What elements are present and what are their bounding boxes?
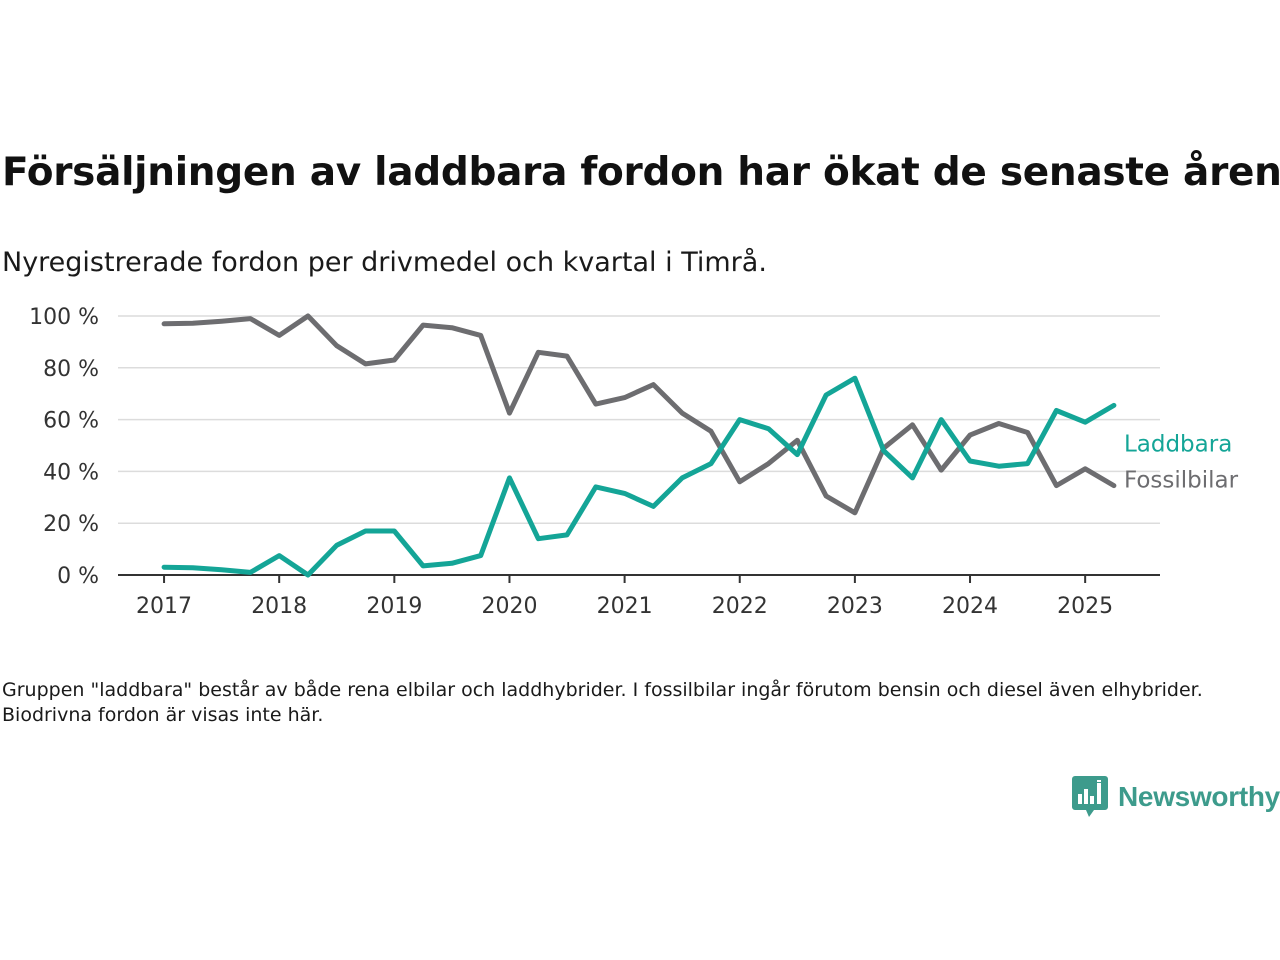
series-labels: Fossilbilar Laddbara xyxy=(1124,431,1239,493)
y-tick-label: 60 % xyxy=(43,409,99,434)
chart-title: Försäljningen av laddbara fordon har öka… xyxy=(2,150,1280,195)
grid-lines xyxy=(118,315,1160,524)
x-tick-label: 2021 xyxy=(597,594,653,619)
x-tick-label: 2018 xyxy=(251,594,307,619)
y-tick-label: 0 % xyxy=(57,564,99,589)
newsworthy-bar-chart-icon xyxy=(1072,776,1108,817)
x-tick-label: 2017 xyxy=(136,594,192,619)
x-tick-label: 2022 xyxy=(712,594,768,619)
x-axis: 2017 2018 2019 2020 2021 2022 2023 2024 2025 xyxy=(118,574,1160,619)
x-tick-label: 2025 xyxy=(1057,594,1113,619)
series-line-laddbara xyxy=(161,375,1117,578)
chart-subtitle: Nyregistrerade fordon per drivmedel och … xyxy=(2,247,767,278)
chart-footnote: Gruppen "laddbara" består av både rena e… xyxy=(2,679,1203,726)
x-tick-label: 2023 xyxy=(827,594,883,619)
x-tick-label: 2024 xyxy=(942,594,998,619)
newsworthy-logo-text: Newsworthy xyxy=(1118,781,1280,812)
series-line-fossilbilar xyxy=(161,313,1117,516)
series-lines xyxy=(161,313,1117,578)
x-tick-label: 2020 xyxy=(481,594,537,619)
y-tick-label: 100 % xyxy=(29,305,99,330)
y-axis-tick-labels: 0 % 20 % 40 % 60 % 80 % 100 % xyxy=(29,305,99,589)
y-tick-label: 40 % xyxy=(43,460,99,485)
series-label-laddbara: Laddbara xyxy=(1124,431,1232,457)
x-tick-label: 2019 xyxy=(366,594,422,619)
y-tick-label: 80 % xyxy=(43,357,99,382)
y-tick-label: 20 % xyxy=(43,512,99,537)
series-label-fossilbilar: Fossilbilar xyxy=(1124,468,1239,494)
newsworthy-logo: Newsworthy xyxy=(1072,776,1280,818)
